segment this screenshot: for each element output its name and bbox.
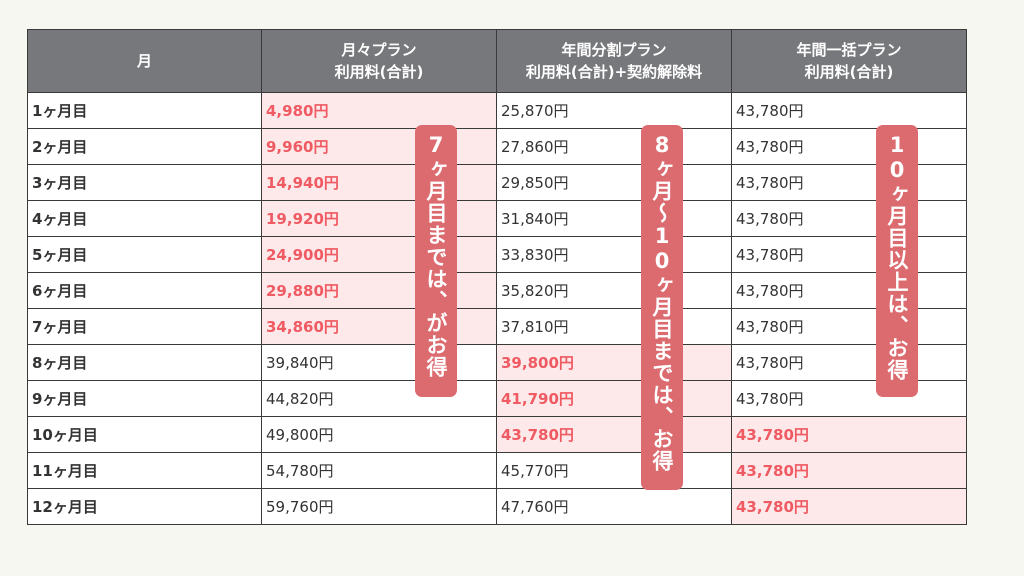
month-cell: 2ヶ月目 bbox=[27, 128, 262, 165]
lump-cell: 43,780円 bbox=[731, 416, 967, 453]
note-monthly-best: 7ヶ月目までは、がお得 bbox=[415, 125, 457, 397]
header-split-plan: 年間分割プラン 利用料(合計)+契約解除料 bbox=[496, 29, 732, 93]
monthly-cell: 29,880円 bbox=[261, 272, 497, 309]
month-cell: 3ヶ月目 bbox=[27, 164, 262, 201]
table-row: 5ヶ月目 24,900円 33,830円 43,780円 bbox=[27, 236, 967, 273]
monthly-cell: 59,760円 bbox=[261, 488, 497, 525]
lump-cell: 43,780円 bbox=[731, 488, 967, 525]
price-comparison-table: 月 月々プラン 利用料(合計) 年間分割プラン 利用料(合計)+契約解除料 年間一括… bbox=[27, 29, 967, 525]
month-cell: 9ヶ月目 bbox=[27, 380, 262, 417]
table-row: 4ヶ月目 19,920円 31,840円 43,780円 bbox=[27, 200, 967, 237]
month-cell: 10ヶ月目 bbox=[27, 416, 262, 453]
month-cell: 4ヶ月目 bbox=[27, 200, 262, 237]
header-lump-plan: 年間一括プラン 利用料(合計) bbox=[731, 29, 967, 93]
table-row: 1ヶ月目 4,980円 25,870円 43,780円 bbox=[27, 92, 967, 129]
month-cell: 11ヶ月目 bbox=[27, 452, 262, 489]
monthly-cell: 34,860円 bbox=[261, 308, 497, 345]
month-cell: 6ヶ月目 bbox=[27, 272, 262, 309]
split-cell: 47,760円 bbox=[496, 488, 732, 525]
lump-cell: 43,780円 bbox=[731, 200, 967, 237]
split-cell: 45,770円 bbox=[496, 452, 732, 489]
lump-cell: 43,780円 bbox=[731, 92, 967, 129]
monthly-cell: 49,800円 bbox=[261, 416, 497, 453]
header-month: 月 bbox=[27, 29, 262, 93]
lump-cell: 43,780円 bbox=[731, 344, 967, 381]
lump-cell: 43,780円 bbox=[731, 452, 967, 489]
table-row: 2ヶ月目 9,960円 27,860円 43,780円 bbox=[27, 128, 967, 165]
note-split-best: 8ヶ月〜10ヶ月目までは、お得 bbox=[641, 125, 683, 490]
table-row: 12ヶ月目 59,760円 47,760円 43,780円 bbox=[27, 488, 967, 525]
split-cell: 33,830円 bbox=[496, 236, 732, 273]
month-cell: 7ヶ月目 bbox=[27, 308, 262, 345]
monthly-cell: 44,820円 bbox=[261, 380, 497, 417]
monthly-cell: 4,980円 bbox=[261, 92, 497, 129]
split-cell: 43,780円 bbox=[496, 416, 732, 453]
lump-cell: 43,780円 bbox=[731, 128, 967, 165]
split-cell: 27,860円 bbox=[496, 128, 732, 165]
month-cell: 1ヶ月目 bbox=[27, 92, 262, 129]
table-row: 6ヶ月目 29,880円 35,820円 43,780円 bbox=[27, 272, 967, 309]
month-cell: 5ヶ月目 bbox=[27, 236, 262, 273]
monthly-cell: 19,920円 bbox=[261, 200, 497, 237]
table-row: 7ヶ月目 34,860円 37,810円 43,780円 bbox=[27, 308, 967, 345]
split-cell: 31,840円 bbox=[496, 200, 732, 237]
table-row: 11ヶ月目 54,780円 45,770円 43,780円 bbox=[27, 452, 967, 489]
split-cell: 39,800円 bbox=[496, 344, 732, 381]
table-row: 10ヶ月目 49,800円 43,780円 43,780円 bbox=[27, 416, 967, 453]
split-cell: 35,820円 bbox=[496, 272, 732, 309]
note-lump-best: 10ヶ月目以上は、お得 bbox=[876, 125, 918, 397]
split-cell: 25,870円 bbox=[496, 92, 732, 129]
split-cell: 37,810円 bbox=[496, 308, 732, 345]
monthly-cell: 24,900円 bbox=[261, 236, 497, 273]
month-cell: 8ヶ月目 bbox=[27, 344, 262, 381]
table-row: 8ヶ月目 39,840円 39,800円 43,780円 bbox=[27, 344, 967, 381]
monthly-cell: 9,960円 bbox=[261, 128, 497, 165]
table-row: 9ヶ月目 44,820円 41,790円 43,780円 bbox=[27, 380, 967, 417]
monthly-cell: 39,840円 bbox=[261, 344, 497, 381]
table-row: 3ヶ月目 14,940円 29,850円 43,780円 bbox=[27, 164, 967, 201]
lump-cell: 43,780円 bbox=[731, 236, 967, 273]
header-row: 月 月々プラン 利用料(合計) 年間分割プラン 利用料(合計)+契約解除料 年間一括… bbox=[27, 29, 967, 93]
monthly-cell: 54,780円 bbox=[261, 452, 497, 489]
monthly-cell: 14,940円 bbox=[261, 164, 497, 201]
lump-cell: 43,780円 bbox=[731, 272, 967, 309]
split-cell: 41,790円 bbox=[496, 380, 732, 417]
month-cell: 12ヶ月目 bbox=[27, 488, 262, 525]
lump-cell: 43,780円 bbox=[731, 308, 967, 345]
header-monthly-plan: 月々プラン 利用料(合計) bbox=[261, 29, 497, 93]
lump-cell: 43,780円 bbox=[731, 164, 967, 201]
lump-cell: 43,780円 bbox=[731, 380, 967, 417]
split-cell: 29,850円 bbox=[496, 164, 732, 201]
